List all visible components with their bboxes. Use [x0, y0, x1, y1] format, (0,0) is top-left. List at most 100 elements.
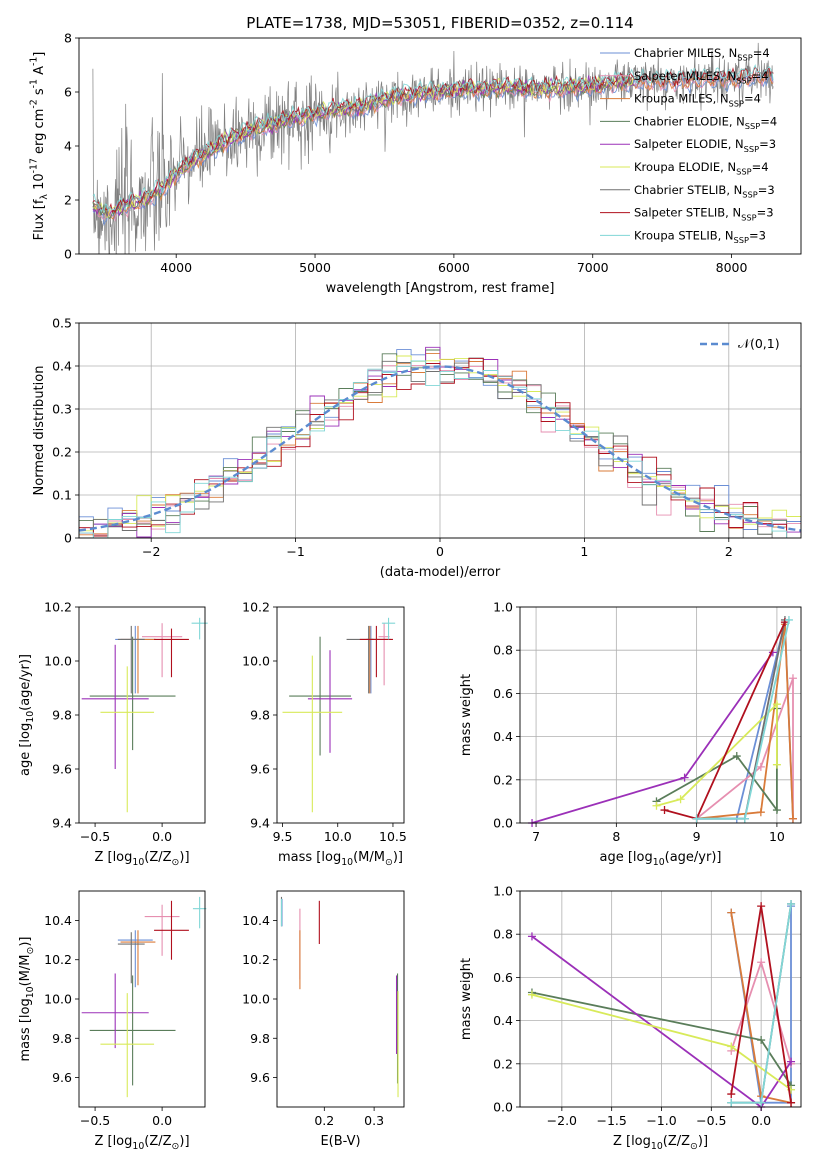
errorbar-point: [154, 900, 189, 960]
errorbar-point: [154, 628, 189, 678]
y-tick-label: 9.8: [52, 708, 72, 723]
model-spectrum-kroupa-stelib: [92, 64, 774, 214]
y-tick-label: 10.0: [44, 992, 72, 1007]
y-tick-label: 0.6: [493, 970, 513, 985]
y-tick-label: 10.0: [242, 992, 270, 1007]
x-axis-label: wavelength [Angstrom, rest frame]: [326, 281, 555, 296]
weight-marker: [757, 902, 766, 911]
legend-label: Chabrier MILES, NSSP​=4: [634, 46, 770, 63]
y-tick-label: 10.2: [242, 600, 270, 615]
x-tick-label: 10.5: [379, 829, 407, 844]
x-tick-label: 0.0: [751, 1113, 771, 1128]
errorbar-point: [359, 625, 393, 678]
weight-series-line: [656, 702, 778, 807]
weight-marker: [788, 674, 797, 683]
y-tick-label: 0: [64, 247, 72, 262]
y-tick-label: 0.5: [52, 316, 72, 331]
y-tick-label: 0.2: [493, 1056, 513, 1071]
legend-label: Chabrier STELIB, NSSP​=3: [634, 183, 775, 200]
y-tick-label: 9.4: [52, 816, 72, 831]
y-tick-label: 2: [64, 193, 72, 208]
y-tick-label: 9.6: [52, 762, 72, 777]
x-tick-label: 5000: [299, 260, 331, 275]
weight-marker: [727, 908, 736, 917]
errorbar-point: [117, 625, 145, 694]
y-tick-label: 9.8: [250, 1031, 270, 1046]
errorbar-point: [117, 930, 153, 988]
axes-frame: [519, 606, 802, 824]
axes-frame: [276, 890, 405, 1108]
y-tick-label: 0.4: [52, 359, 72, 374]
errorbar-point: [378, 623, 390, 686]
panel-residuals: −2 −1 0 1 2 0 0.1 0.2 0.3 0.4 0.5 (data-model)/erro…: [32, 316, 802, 580]
figure-title: PLATE=1738, MJD=53051, FIBERID=0352, z=0…: [246, 14, 633, 32]
y-tick-label: 0.3: [52, 402, 72, 417]
y-tick-label: 8: [64, 31, 72, 46]
errorbar-point: [81, 973, 149, 1049]
y-tick-label: 10.2: [242, 952, 270, 967]
panel-spectrum: 4000 5000 6000 7000 8000 0 2 4 6 8 wavelength [Ang…: [28, 31, 802, 296]
legend-label: Kroupa STELIB, NSSP​=3: [634, 228, 766, 245]
x-tick-label: −0.5: [80, 829, 110, 844]
y-tick-label: 10.0: [242, 654, 270, 669]
weight-series-line: [531, 651, 774, 824]
y-tick-label: 9.8: [250, 708, 270, 723]
weight-marker: [772, 760, 781, 769]
axes-frame: [276, 606, 405, 824]
y-tick-label: 10.2: [44, 952, 72, 967]
y-tick-label: 0.4: [493, 729, 513, 744]
weight-series-line: [696, 624, 794, 820]
x-tick-label: 7: [532, 829, 540, 844]
plot-area: [280, 896, 399, 1098]
y-tick-label: 9.4: [250, 816, 270, 831]
errorbar-point: [381, 617, 396, 640]
x-tick-label: 2: [725, 544, 733, 559]
weight-series-line: [696, 677, 794, 820]
weight-marker: [527, 932, 536, 941]
x-tick-label: 0.0: [152, 829, 172, 844]
y-axis-label: mass [log10​(M/M⊙​)]: [18, 937, 36, 1062]
weight-marker: [772, 806, 781, 815]
y-tick-label: 0.0: [493, 816, 513, 831]
y-tick-label: 0.6: [493, 686, 513, 701]
x-tick-label: 0.0: [152, 1113, 172, 1128]
y-tick-label: 10.4: [242, 913, 270, 928]
y-axis-label: Flux [fλ​ 10-17​ erg cm-2​ s-1​ A-1​]: [28, 52, 50, 241]
x-tick-label: −2: [142, 544, 160, 559]
errorbar-point: [117, 932, 145, 984]
weight-marker: [757, 1036, 766, 1045]
model-spectrum-chabrier-stelib: [92, 67, 774, 218]
errorbar-point: [282, 655, 343, 813]
y-tick-label: 1.0: [493, 600, 513, 615]
x-tick-label: 0: [436, 544, 444, 559]
y-tick-label: 1.0: [493, 884, 513, 899]
y-tick-label: 4: [64, 139, 72, 154]
plot-area: [92, 42, 774, 254]
errorbar-point: [89, 636, 176, 751]
plot-area: [81, 617, 208, 813]
x-tick-label: −2.0: [547, 1113, 577, 1128]
errorbar-point: [120, 625, 156, 694]
errorbar-point: [100, 666, 155, 813]
y-tick-label: 0.2: [52, 445, 72, 460]
y-tick-label: 9.8: [52, 1031, 72, 1046]
histogram-kroupa-stelib: [79, 360, 801, 538]
errorbar-point: [89, 975, 176, 1086]
weight-marker: [787, 1098, 796, 1107]
axes-frame: [519, 890, 802, 1108]
x-axis-label: Z [log10​(Z/Z⊙​)]: [94, 1134, 189, 1152]
x-tick-label: 6000: [438, 260, 470, 275]
weight-marker: [727, 1098, 736, 1107]
weight-marker: [652, 801, 661, 810]
panel-z_age: −0.5 0.0 9.4 9.6 9.8 10.0 10.2 Z [log10​(Z/Z⊙​)…: [18, 600, 208, 868]
weight-marker: [680, 773, 689, 782]
x-tick-label: 1: [580, 544, 588, 559]
weight-marker: [787, 899, 796, 908]
x-tick-label: 0.2: [314, 1113, 334, 1128]
panel-z_mass: −0.5 0.0 9.6 9.8 10.0 10.2 10.4 Z [log10​(Z/Z⊙​…: [18, 890, 207, 1152]
errorbar-point: [142, 623, 183, 678]
y-tick-label: 9.6: [250, 1070, 270, 1085]
errorbar-point: [289, 636, 351, 756]
y-axis-label: mass weight: [459, 674, 474, 756]
